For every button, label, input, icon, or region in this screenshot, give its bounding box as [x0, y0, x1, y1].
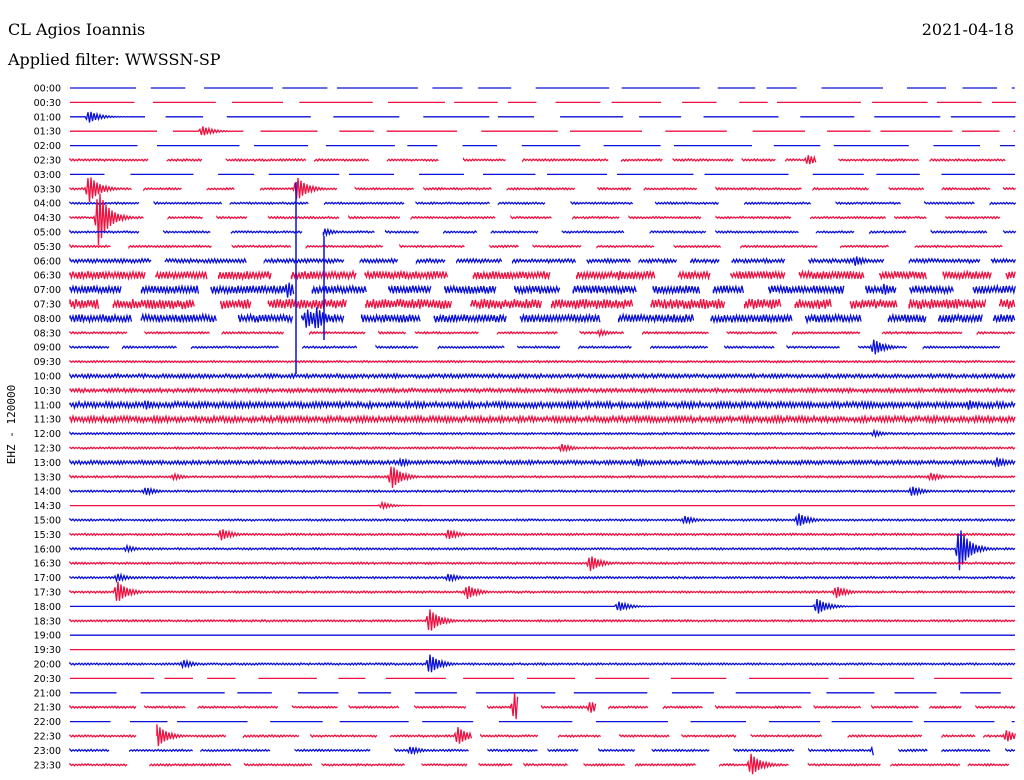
time-label: 04:00	[34, 199, 61, 210]
time-label: 15:30	[34, 530, 61, 541]
trace-line	[70, 126, 1016, 136]
trace-line	[69, 513, 1016, 526]
trace-line	[69, 724, 1017, 747]
trace-line	[69, 256, 1017, 266]
time-label: 00:00	[34, 84, 61, 95]
time-label: 18:30	[34, 616, 61, 627]
time-label: 16:00	[34, 544, 61, 555]
trace-line	[69, 243, 1003, 250]
time-label: 08:30	[34, 328, 61, 339]
time-label: 09:30	[34, 357, 61, 368]
time-label: 01:00	[34, 112, 61, 123]
trace-line	[69, 359, 1016, 364]
trace-line	[69, 753, 1010, 775]
time-label: 22:00	[34, 717, 61, 728]
trace-line	[69, 339, 1001, 355]
time-label: 05:00	[34, 228, 61, 239]
time-label: 02:00	[34, 141, 61, 152]
trace-line	[69, 413, 1016, 425]
time-label: 10:00	[34, 372, 61, 383]
time-label: 03:00	[34, 170, 61, 181]
time-label: 06:30	[34, 271, 61, 282]
time-label: 13:30	[34, 472, 61, 483]
time-label: 17:30	[34, 588, 61, 599]
trace-line	[70, 599, 1015, 614]
time-label: 07:00	[34, 285, 61, 296]
trace-line	[69, 530, 1016, 571]
trace-line	[69, 556, 1016, 572]
trace-line	[69, 269, 1016, 282]
time-label: 05:30	[34, 242, 61, 253]
trace-line	[69, 693, 1016, 720]
time-label: 01:30	[34, 127, 61, 138]
trace-line	[69, 528, 1016, 541]
time-label: 20:30	[34, 674, 61, 685]
time-label: 07:30	[34, 300, 61, 311]
trace-line	[69, 572, 1016, 584]
time-label: 16:30	[34, 559, 61, 570]
time-label: 02:30	[34, 156, 61, 167]
time-label: 21:00	[34, 688, 61, 699]
trace-line	[69, 177, 1017, 203]
time-label: 19:00	[34, 631, 61, 642]
trace-line	[69, 193, 1001, 246]
time-label: 13:00	[34, 458, 61, 469]
trace-line	[69, 745, 1016, 756]
trace-line	[69, 307, 1016, 329]
time-label: 18:00	[34, 602, 61, 613]
trace-line	[69, 609, 1016, 631]
time-label: 23:30	[34, 760, 61, 771]
time-label: 00:30	[34, 98, 61, 109]
time-label: 23:00	[34, 746, 61, 757]
trace-line	[69, 457, 1016, 468]
trace-line	[69, 282, 1016, 298]
trace-line	[69, 227, 1017, 238]
time-label: 21:30	[34, 703, 61, 714]
trace-line	[69, 466, 1016, 488]
time-label: 11:30	[34, 415, 61, 426]
date-label: 2021-04-18	[921, 20, 1014, 39]
time-label: 04:30	[34, 213, 61, 224]
time-label: 09:00	[34, 343, 61, 354]
trace-line	[69, 399, 1016, 411]
trace-line	[70, 500, 1015, 511]
trace-line	[69, 443, 1016, 453]
time-label: 20:00	[34, 660, 61, 671]
trace-line	[69, 155, 1006, 165]
filter-label: Applied filter: WWSSN-SP	[8, 50, 221, 69]
station-title: CL Agios Ioannis	[8, 20, 146, 39]
time-label: 17:00	[34, 573, 61, 584]
trace-line	[69, 372, 1016, 380]
time-label: 19:30	[34, 645, 61, 656]
time-label: 14:30	[34, 501, 61, 512]
trace-line	[69, 581, 1016, 601]
time-label: 12:30	[34, 444, 61, 455]
time-label: 06:00	[34, 256, 61, 267]
trace-line	[69, 298, 1016, 310]
trace-line	[69, 386, 1016, 395]
trace-line	[70, 111, 1016, 123]
trace-line	[69, 428, 1016, 439]
time-label: 22:30	[34, 732, 61, 743]
time-label: 08:00	[34, 314, 61, 325]
time-label: 12:00	[34, 429, 61, 440]
time-label: 11:00	[34, 400, 61, 411]
trace-line	[69, 200, 1017, 206]
time-label: 15:00	[34, 516, 61, 527]
trace-line	[69, 654, 1016, 673]
trace-line	[69, 486, 1016, 497]
time-label: 14:00	[34, 487, 61, 498]
time-label: 03:30	[34, 184, 61, 195]
trace-line	[69, 327, 1016, 338]
time-label: 10:30	[34, 386, 61, 397]
